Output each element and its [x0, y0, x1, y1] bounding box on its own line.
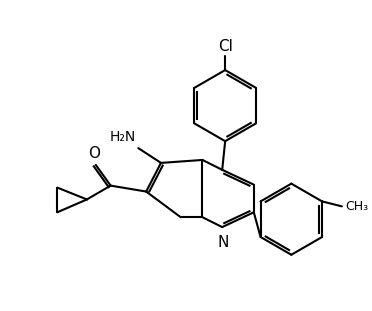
- Text: CH₃: CH₃: [345, 200, 368, 213]
- Text: H₂N: H₂N: [110, 130, 136, 144]
- Text: O: O: [88, 146, 100, 161]
- Text: N: N: [218, 235, 229, 250]
- Text: Cl: Cl: [218, 39, 232, 54]
